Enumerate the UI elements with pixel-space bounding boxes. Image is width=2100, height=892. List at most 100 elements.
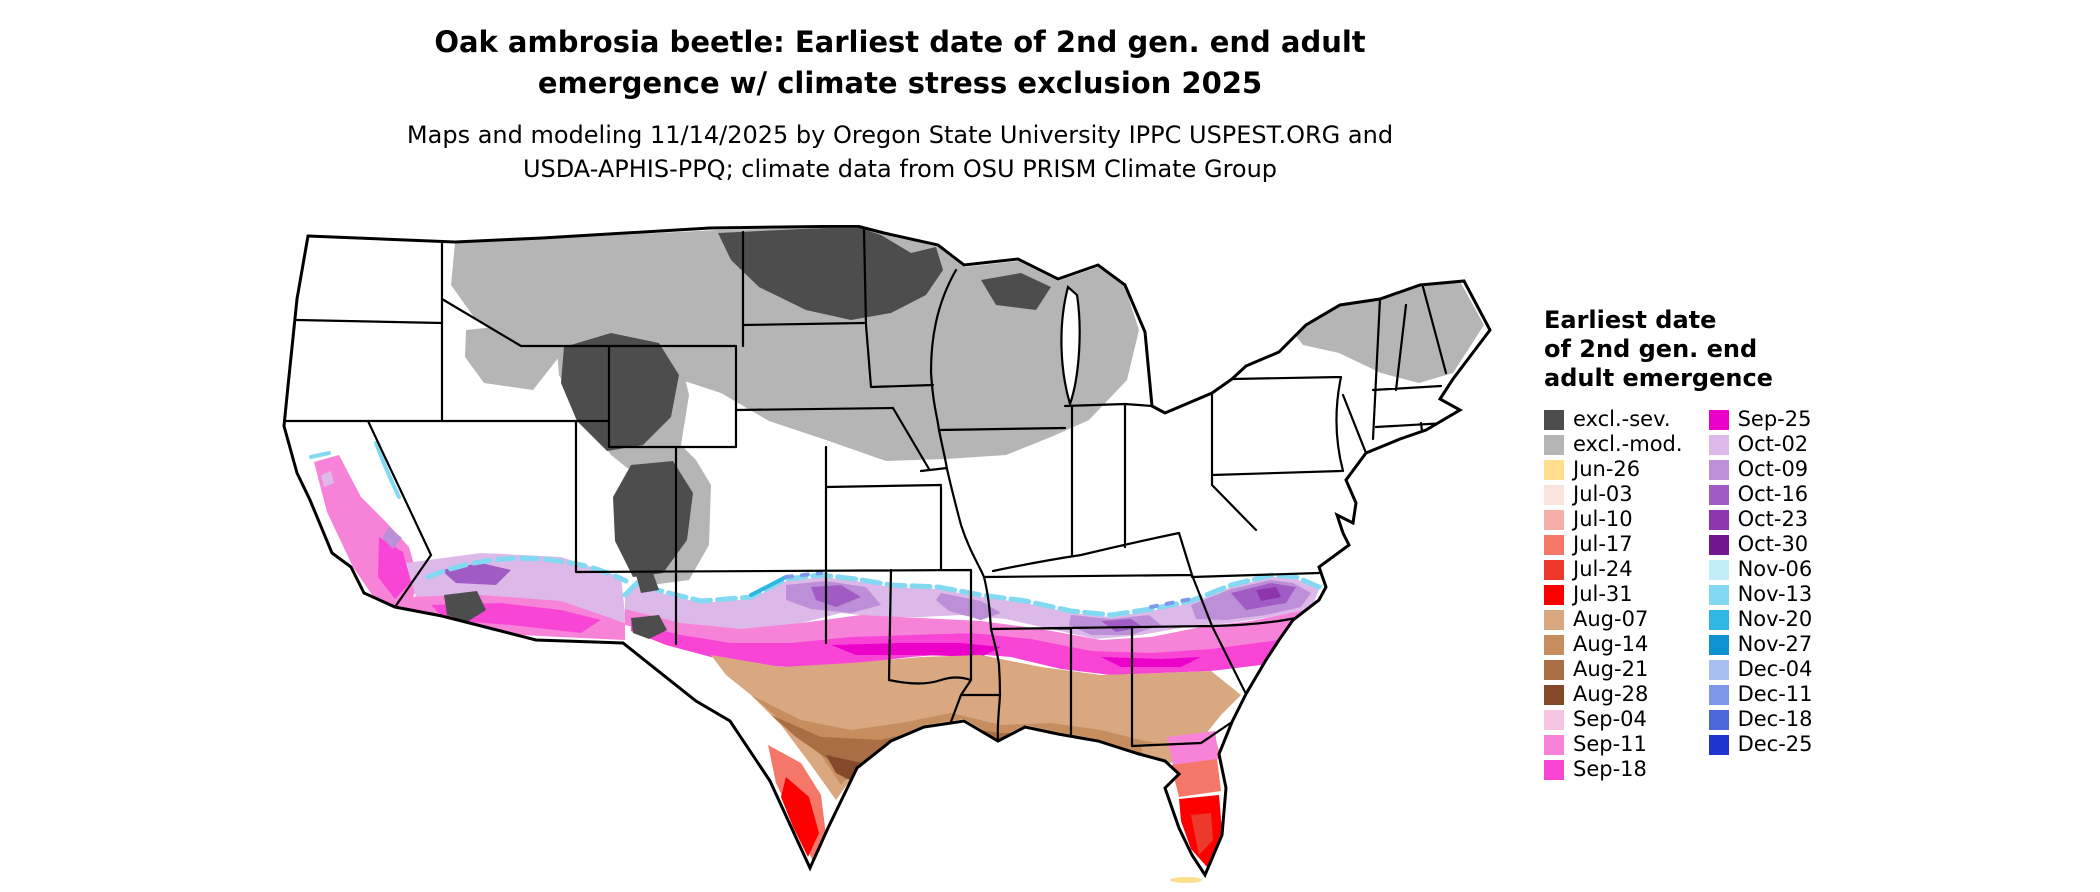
- legend-swatch: [1708, 509, 1729, 530]
- legend-column-left: excl.-sev. excl.-mod. Jun-26 Jul-03 Jul-10 Ju…: [1544, 407, 1683, 782]
- legend-row: Jul-31: [1544, 582, 1683, 607]
- legend-swatch: [1544, 559, 1564, 580]
- legend-label: Nov-06: [1737, 557, 1813, 581]
- legend-swatch: [1708, 584, 1729, 605]
- legend-label: Jun-26: [1573, 457, 1641, 481]
- florida-keys: [1170, 877, 1202, 883]
- legend-label: Oct-16: [1737, 482, 1809, 506]
- legend-row: excl.-sev.: [1544, 407, 1683, 432]
- legend-swatch: [1708, 609, 1729, 630]
- region-exclusion-severe: [444, 227, 1051, 639]
- legend-row: Aug-07: [1544, 607, 1683, 632]
- legend-row: Nov-20: [1708, 607, 1813, 632]
- legend-row: Dec-04: [1708, 657, 1813, 682]
- legend-swatch: [1544, 609, 1564, 630]
- legend-swatch: [1544, 484, 1564, 505]
- legend-swatch: [1544, 684, 1564, 705]
- us-outline: [282, 225, 1492, 879]
- legend-title: Earliest date of 2nd gen. end adult emer…: [1544, 306, 1813, 393]
- title-block: Oak ambrosia beetle: Earliest date of 2n…: [0, 22, 1800, 186]
- legend-row: Aug-21: [1544, 657, 1683, 682]
- legend-swatch: [1708, 709, 1729, 730]
- legend-swatch: [1708, 559, 1729, 580]
- legend-columns: excl.-sev. excl.-mod. Jun-26 Jul-03 Jul-10 Ju…: [1544, 407, 1813, 782]
- legend-label: excl.-mod.: [1573, 432, 1683, 456]
- legend-swatch: [1544, 534, 1564, 555]
- legend-row: excl.-mod.: [1544, 432, 1683, 457]
- legend-row: Oct-09: [1708, 457, 1813, 482]
- legend-swatch: [1544, 509, 1564, 530]
- legend-row: Sep-18: [1544, 757, 1683, 782]
- legend-swatch: [1708, 734, 1729, 755]
- legend-row: Dec-11: [1708, 682, 1813, 707]
- legend-label: Dec-04: [1737, 657, 1813, 681]
- legend-row: Jun-26: [1544, 457, 1683, 482]
- region-july-texas: [768, 745, 826, 861]
- legend-row: Oct-30: [1708, 532, 1813, 557]
- legend-label: excl.-sev.: [1573, 407, 1671, 431]
- page-subtitle-line1: Maps and modeling 11/14/2025 by Oregon S…: [406, 121, 1394, 149]
- lake-michigan: [1060, 284, 1081, 408]
- legend-column-right: Sep-25 Oct-02 Oct-09 Oct-16 Oct-23 Oct-30 Nov-…: [1708, 407, 1813, 757]
- legend-row: Jul-03: [1544, 482, 1683, 507]
- legend-label: Nov-13: [1737, 582, 1813, 606]
- legend-label: Sep-25: [1737, 407, 1812, 431]
- legend-label: Aug-21: [1573, 657, 1649, 681]
- legend-swatch: [1708, 409, 1729, 430]
- legend-label: Jul-03: [1573, 482, 1633, 506]
- legend-swatch: [1708, 434, 1729, 455]
- legend-label: Nov-27: [1737, 632, 1813, 656]
- legend-label: Jul-31: [1573, 582, 1633, 606]
- legend-row: Aug-14: [1544, 632, 1683, 657]
- page-subtitle-line2: USDA-APHIS-PPQ; climate data from OSU PR…: [522, 155, 1278, 183]
- legend-row: Sep-04: [1544, 707, 1683, 732]
- legend-row: Oct-16: [1708, 482, 1813, 507]
- legend-label: Dec-25: [1737, 732, 1813, 756]
- legend-swatch: [1708, 659, 1729, 680]
- legend-label: Oct-09: [1737, 457, 1809, 481]
- legend-title-line1: Earliest date: [1544, 306, 1717, 334]
- legend-row: Aug-28: [1544, 682, 1683, 707]
- legend-label: Nov-20: [1737, 607, 1813, 631]
- legend-label: Oct-23: [1737, 507, 1809, 531]
- legend-label: Sep-04: [1573, 707, 1647, 731]
- state-borders: [284, 228, 1448, 748]
- legend-label: Aug-28: [1573, 682, 1649, 706]
- legend-label: Jul-24: [1573, 557, 1633, 581]
- legend-row: Jul-17: [1544, 532, 1683, 557]
- us-map-svg: [282, 225, 1492, 883]
- legend-row: Sep-11: [1544, 732, 1683, 757]
- legend-title-line2: of 2nd gen. end: [1544, 335, 1758, 363]
- legend-row: Nov-13: [1708, 582, 1813, 607]
- legend-swatch: [1708, 684, 1729, 705]
- page-title-line2: emergence w/ climate stress exclusion 20…: [537, 66, 1263, 100]
- legend-row: Nov-27: [1708, 632, 1813, 657]
- legend-row: Jul-10: [1544, 507, 1683, 532]
- legend-row: Dec-18: [1708, 707, 1813, 732]
- legend-label: Sep-11: [1573, 732, 1647, 756]
- legend-title-line3: adult emergence: [1544, 364, 1773, 392]
- legend-label: Dec-11: [1737, 682, 1813, 706]
- legend-label: Aug-07: [1573, 607, 1649, 631]
- legend-label: Dec-18: [1737, 707, 1813, 731]
- legend-swatch: [1544, 409, 1564, 430]
- page-title-line1: Oak ambrosia beetle: Earliest date of 2n…: [434, 25, 1366, 59]
- legend-swatch: [1708, 634, 1729, 655]
- legend-swatch: [1544, 634, 1564, 655]
- legend-row: Oct-23: [1708, 507, 1813, 532]
- legend-row: Nov-06: [1708, 557, 1813, 582]
- subtitle-block: Maps and modeling 11/14/2025 by Oregon S…: [0, 118, 1800, 186]
- legend-label: Oct-30: [1737, 532, 1809, 556]
- legend-swatch: [1544, 759, 1564, 780]
- map-legend: Earliest date of 2nd gen. end adult emer…: [1544, 306, 1813, 782]
- legend-swatch: [1544, 459, 1564, 480]
- legend-swatch: [1544, 709, 1564, 730]
- region-california-coast: [314, 455, 419, 607]
- legend-swatch: [1708, 534, 1729, 555]
- legend-row: Jul-24: [1544, 557, 1683, 582]
- legend-label: Aug-14: [1573, 632, 1649, 656]
- legend-row: Sep-25: [1708, 407, 1813, 432]
- legend-swatch: [1708, 459, 1729, 480]
- legend-label: Jul-10: [1573, 507, 1633, 531]
